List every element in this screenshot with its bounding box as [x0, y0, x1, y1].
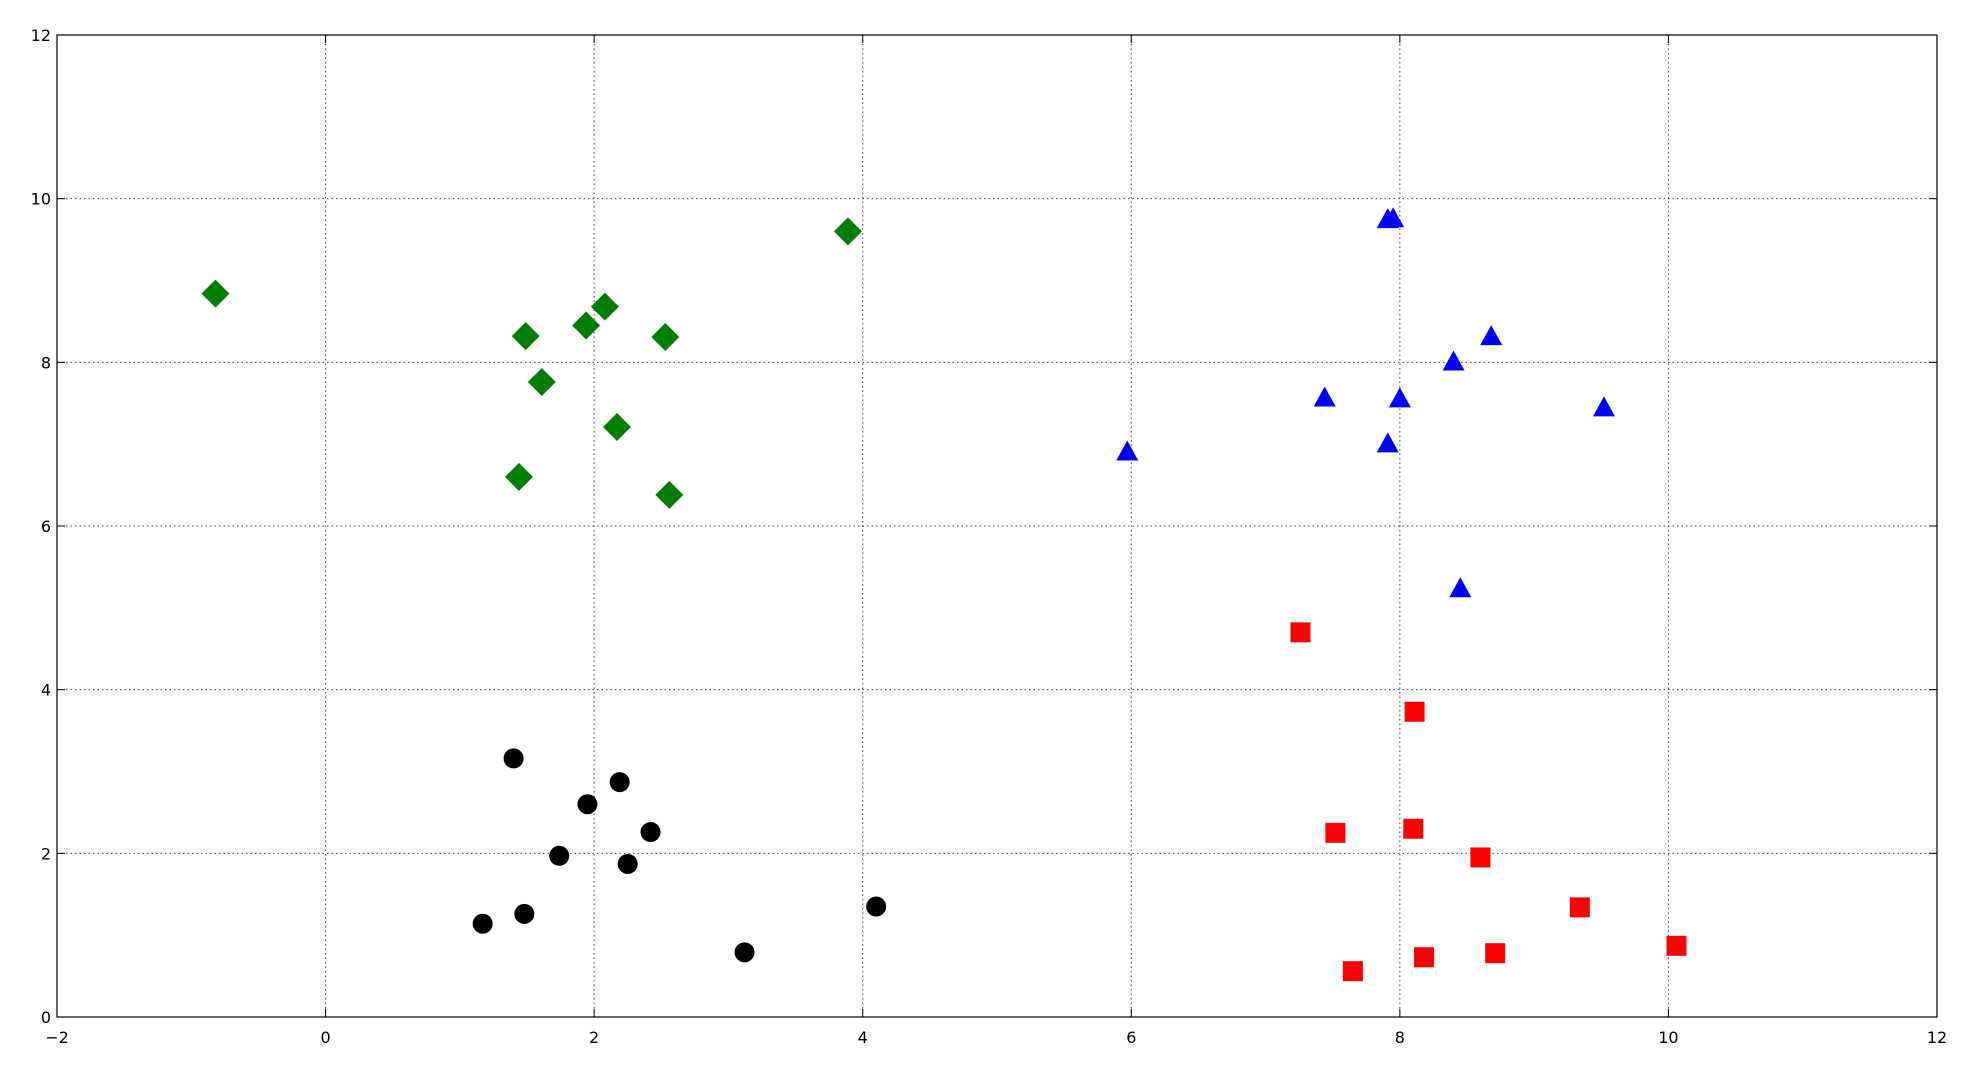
triangle-marker — [1480, 325, 1503, 346]
circle-marker — [617, 853, 638, 874]
x-tick-label: −2 — [45, 1028, 69, 1047]
y-tick-label: 6 — [41, 517, 51, 536]
square-marker — [1414, 947, 1435, 968]
triangle-marker — [1313, 386, 1336, 407]
square-marker — [1666, 935, 1687, 956]
data-markers — [201, 207, 1687, 982]
diamond-marker — [833, 217, 862, 246]
triangle-marker — [1376, 432, 1399, 453]
circle-marker — [577, 794, 598, 815]
diamond-marker — [651, 322, 680, 351]
square-marker — [1404, 701, 1425, 722]
square-marker — [1485, 943, 1506, 964]
y-tick-label: 0 — [41, 1008, 51, 1027]
diamond-marker — [504, 462, 533, 491]
square-marker — [1470, 847, 1491, 868]
square-marker — [1290, 622, 1311, 643]
grid-lines — [57, 35, 1937, 1017]
y-tick-label: 12 — [31, 26, 51, 45]
circle-marker — [866, 896, 887, 917]
circle-marker — [734, 942, 755, 963]
axes-frame — [56, 34, 1938, 1018]
x-tick-label: 4 — [858, 1028, 868, 1047]
triangle-marker — [1442, 350, 1465, 371]
diamond-marker — [527, 367, 556, 396]
x-tick-label: 8 — [1395, 1028, 1405, 1047]
circle-marker — [472, 913, 493, 934]
circle-marker — [514, 903, 535, 924]
x-tick-label: 2 — [589, 1028, 599, 1047]
triangle-marker — [1388, 387, 1411, 408]
diamond-marker — [572, 311, 601, 340]
diamond-marker — [655, 480, 684, 509]
triangle-marker — [1592, 396, 1615, 417]
x-tick-label: 0 — [320, 1028, 330, 1047]
y-tick-label: 10 — [31, 190, 51, 209]
diamond-marker — [602, 412, 631, 441]
x-tick-label: 12 — [1927, 1028, 1947, 1047]
square-marker — [1403, 818, 1424, 839]
y-tick-label: 8 — [41, 353, 51, 372]
circle-marker — [640, 822, 661, 843]
y-tick-label: 2 — [41, 844, 51, 863]
circle-marker — [549, 845, 570, 866]
square-marker — [1569, 897, 1590, 918]
square-marker — [1325, 822, 1346, 843]
x-tick-label: 6 — [1126, 1028, 1136, 1047]
square-marker — [1342, 961, 1363, 982]
triangle-marker — [1449, 577, 1472, 598]
x-tick-label: 10 — [1658, 1028, 1678, 1047]
circle-marker — [503, 748, 524, 769]
diamond-marker — [511, 322, 540, 351]
triangle-marker — [1116, 440, 1139, 461]
circle-marker — [609, 772, 630, 793]
diamond-marker — [590, 292, 619, 321]
diamond-marker — [201, 279, 230, 308]
triangle-marker — [1382, 207, 1405, 228]
y-tick-label: 4 — [41, 681, 51, 700]
